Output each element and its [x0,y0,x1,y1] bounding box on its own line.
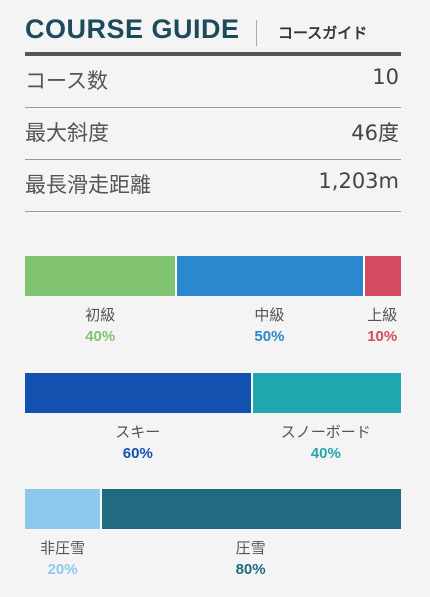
user-bar [25,373,401,413]
legend-item: 圧雪 80% [236,537,266,578]
legend-item: 初級 40% [85,304,115,345]
stat-value: 10 [372,65,399,89]
difficulty-legend: 初級 40% 中級 50% 上級 10% [25,296,401,346]
header: COURSE GUIDE コースガイド [25,12,401,56]
stat-value: 46度 [351,121,399,145]
stats-table: コース数 10 最大斜度 46度 最長滑走距離 1,203m [25,56,401,212]
legend-name: 圧雪 [235,539,266,557]
legend-percent: 40% [85,328,116,345]
difficulty-breakdown: 初級 40% 中級 50% 上級 10% [25,256,401,346]
title-divider [256,20,257,46]
stat-row-max-slope: 最大斜度 46度 [25,108,401,160]
bar-segment [175,256,364,296]
legend-percent: 10% [367,328,398,345]
stat-row-course-count: コース数 10 [25,56,401,108]
user-legend: スキー 60% スノーボード 40% [25,413,401,463]
bar-segment [25,256,176,296]
legend-item: スキー 60% [115,421,160,462]
legend-item: 非圧雪 20% [40,537,85,578]
user-breakdown: スキー 60% スノーボード 40% [25,373,401,463]
bar-segment [363,256,401,296]
bar-segment [25,489,101,529]
legend-percent: 50% [254,328,285,345]
bar-segment [250,373,401,413]
legend-item: 中級 50% [254,304,284,345]
legend-item: スノーボード 40% [281,421,371,462]
legend-name: 非圧雪 [40,539,86,557]
legend-name: 中級 [254,306,285,324]
legend-name: 上級 [367,306,398,324]
grooming-legend: 非圧雪 20% 圧雪 80% [25,529,401,579]
difficulty-bar [25,256,401,296]
legend-name: スキー [115,423,161,441]
page-subtitle: コースガイド [278,24,368,42]
legend-name: スノーボード [280,423,371,441]
stat-value: 1,203m [318,169,399,193]
grooming-breakdown: 非圧雪 20% 圧雪 80% [25,489,401,579]
stat-row-longest-run: 最長滑走距離 1,203m [25,160,401,212]
stat-label: コース数 [25,69,108,93]
bar-segment [100,489,401,529]
legend-percent: 20% [47,561,78,578]
page-title: COURSE GUIDE [25,14,240,44]
legend-name: 初級 [85,306,116,324]
stat-label: 最長滑走距離 [25,173,151,197]
legend-percent: 40% [310,445,341,462]
legend-percent: 80% [235,561,266,578]
grooming-bar [25,489,401,529]
stat-label: 最大斜度 [25,121,109,145]
legend-percent: 60% [122,445,153,462]
legend-item: 上級 10% [367,304,397,345]
bar-segment [25,373,251,413]
